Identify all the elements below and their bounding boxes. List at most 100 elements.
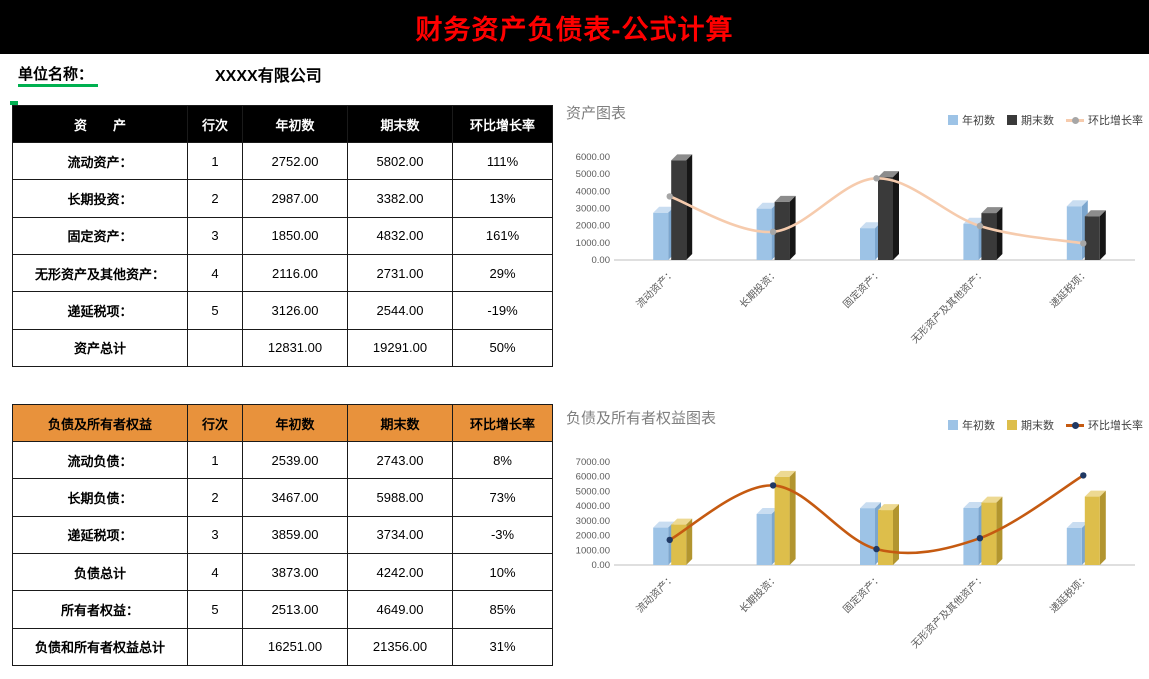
row-label-cell[interactable]: 无形资产及其他资产： — [12, 253, 188, 293]
value-cell[interactable] — [187, 627, 243, 667]
value-cell[interactable]: 2 — [187, 478, 243, 517]
value-cell[interactable]: 50% — [452, 328, 553, 368]
line-marker[interactable] — [976, 535, 984, 542]
value-cell[interactable]: 3 — [187, 515, 243, 554]
bar[interactable] — [1084, 496, 1100, 565]
value-cell[interactable]: 4832.00 — [347, 216, 453, 255]
value-cell[interactable]: 4649.00 — [347, 590, 453, 629]
row-label-cell[interactable]: 资产总计 — [12, 328, 188, 368]
value-cell[interactable]: 12831.00 — [242, 328, 348, 368]
column-header[interactable]: 资 产 — [12, 105, 188, 143]
bar[interactable] — [1066, 206, 1082, 260]
bar[interactable] — [671, 524, 687, 565]
value-cell[interactable]: 4 — [187, 253, 243, 293]
bar-top-face[interactable] — [671, 154, 693, 161]
bar-top-face[interactable] — [653, 521, 675, 528]
value-cell[interactable]: 2752.00 — [242, 141, 348, 181]
value-cell[interactable]: 5988.00 — [347, 478, 453, 517]
value-cell[interactable]: 5802.00 — [347, 141, 453, 181]
bar[interactable] — [653, 212, 669, 260]
value-cell[interactable]: 16251.00 — [242, 627, 348, 667]
legend-item[interactable]: 期末数 — [1007, 112, 1054, 128]
value-cell[interactable]: 19291.00 — [347, 328, 453, 368]
bar-top-face[interactable] — [671, 518, 693, 525]
line-marker[interactable] — [976, 222, 984, 230]
legend-item[interactable]: 期末数 — [1007, 417, 1054, 433]
value-cell[interactable]: 1 — [187, 440, 243, 480]
value-cell[interactable]: 4242.00 — [347, 552, 453, 592]
value-cell[interactable]: 3859.00 — [242, 515, 348, 554]
value-cell[interactable]: 4 — [187, 552, 243, 592]
bar[interactable] — [878, 510, 893, 565]
row-label-cell[interactable]: 递延税项： — [12, 515, 188, 554]
legend-item[interactable]: 环比增长率 — [1066, 417, 1143, 433]
value-cell[interactable]: 3126.00 — [242, 291, 348, 330]
line-marker[interactable] — [1080, 472, 1087, 479]
column-header[interactable]: 行次 — [187, 404, 243, 442]
value-cell[interactable]: 2116.00 — [242, 253, 348, 293]
value-cell[interactable]: 3467.00 — [242, 478, 348, 517]
column-header[interactable]: 期末数 — [347, 404, 453, 442]
bar[interactable] — [653, 527, 669, 565]
row-label-cell[interactable]: 负债和所有者权益总计 — [12, 627, 188, 667]
company-name[interactable]: XXXX有限公司 — [215, 68, 322, 85]
bar[interactable] — [1066, 528, 1082, 565]
value-cell[interactable]: 2513.00 — [242, 590, 348, 629]
row-label-cell[interactable]: 负债总计 — [12, 552, 188, 592]
bar-top-face[interactable] — [981, 496, 1003, 503]
column-header[interactable]: 环比增长率 — [452, 105, 553, 143]
bar[interactable] — [878, 177, 893, 260]
column-header[interactable]: 环比增长率 — [452, 404, 553, 442]
value-cell[interactable] — [187, 328, 243, 368]
bar-side-face[interactable] — [893, 504, 899, 565]
line-marker[interactable] — [666, 536, 673, 544]
column-header[interactable]: 行次 — [187, 105, 243, 143]
legend-item[interactable]: 环比增长率 — [1066, 112, 1143, 128]
bar[interactable] — [860, 228, 875, 260]
column-header[interactable]: 年初数 — [242, 105, 348, 143]
assets-chart-panel[interactable]: 0.00 1000.00 2000.00 3000.00 4000.00 5000.00 6… — [560, 100, 1149, 374]
line-marker[interactable] — [873, 545, 880, 553]
value-cell[interactable]: 21356.00 — [347, 627, 453, 667]
bar[interactable] — [860, 508, 875, 565]
bar-top-face[interactable] — [774, 470, 796, 477]
value-cell[interactable]: 5 — [187, 291, 243, 330]
bar-top-face[interactable] — [653, 206, 675, 213]
bar-top-face[interactable] — [1084, 490, 1106, 497]
line-marker[interactable] — [769, 482, 777, 489]
value-cell[interactable]: 8% — [452, 440, 553, 480]
bar-side-face[interactable] — [789, 195, 796, 260]
row-label-cell[interactable]: 所有者权益： — [12, 590, 188, 629]
bar[interactable] — [963, 508, 979, 565]
value-cell[interactable]: 31% — [452, 627, 553, 667]
bar-top-face[interactable] — [1066, 522, 1088, 528]
liabilities-chart-panel[interactable]: 0.00 1000.00 2000.00 3000.00 4000.00 5000.00 6… — [560, 405, 1149, 679]
line-marker[interactable] — [666, 193, 673, 200]
value-cell[interactable]: 2 — [187, 179, 243, 218]
bar-top-face[interactable] — [860, 502, 881, 509]
bar-side-face[interactable] — [789, 470, 796, 565]
value-cell[interactable]: 3 — [187, 216, 243, 255]
value-cell[interactable]: 2731.00 — [347, 253, 453, 293]
bar-top-face[interactable] — [963, 502, 985, 508]
bar[interactable] — [963, 223, 979, 260]
bar-top-face[interactable] — [860, 222, 881, 229]
row-label-cell[interactable]: 流动负债： — [12, 440, 188, 480]
bar-top-face[interactable] — [878, 504, 899, 511]
row-label-cell[interactable]: 长期投资： — [12, 179, 188, 218]
bar-top-face[interactable] — [756, 508, 778, 514]
column-header[interactable]: 期末数 — [347, 105, 453, 143]
value-cell[interactable]: 2743.00 — [347, 440, 453, 480]
bar[interactable] — [671, 160, 687, 260]
value-cell[interactable]: 29% — [452, 253, 553, 293]
value-cell[interactable]: 2987.00 — [242, 179, 348, 218]
bar-side-face[interactable] — [996, 207, 1003, 260]
row-label-cell[interactable]: 流动资产： — [12, 141, 188, 181]
row-label-cell[interactable]: 递延税项： — [12, 291, 188, 330]
bar[interactable] — [774, 476, 790, 565]
value-cell[interactable]: 2539.00 — [242, 440, 348, 480]
value-cell[interactable]: 13% — [452, 179, 553, 218]
value-cell[interactable]: 111% — [452, 141, 553, 181]
bar-top-face[interactable] — [756, 202, 778, 209]
column-header[interactable]: 年初数 — [242, 404, 348, 442]
